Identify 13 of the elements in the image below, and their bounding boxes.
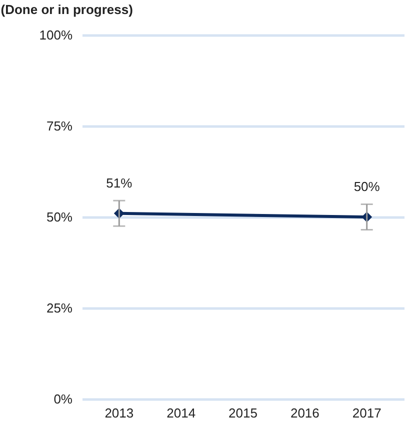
x-tick-label: 2015 — [228, 406, 258, 420]
y-tick-label: 25% — [46, 300, 73, 316]
x-tick-label: 2016 — [290, 406, 320, 420]
chart-title: (Done or in progress) — [0, 2, 133, 17]
x-tick-label: 2013 — [104, 406, 134, 420]
y-tick-label: 75% — [46, 118, 73, 134]
y-tick-label: 0% — [54, 392, 73, 406]
x-tick-label: 2014 — [166, 406, 196, 420]
text: 51% — [106, 175, 132, 190]
y-tick-label: 50% — [46, 210, 73, 224]
y-tick-label: 100% — [39, 28, 73, 42]
x-tick-label: 2017 — [352, 406, 382, 420]
text: 50% — [354, 179, 380, 194]
